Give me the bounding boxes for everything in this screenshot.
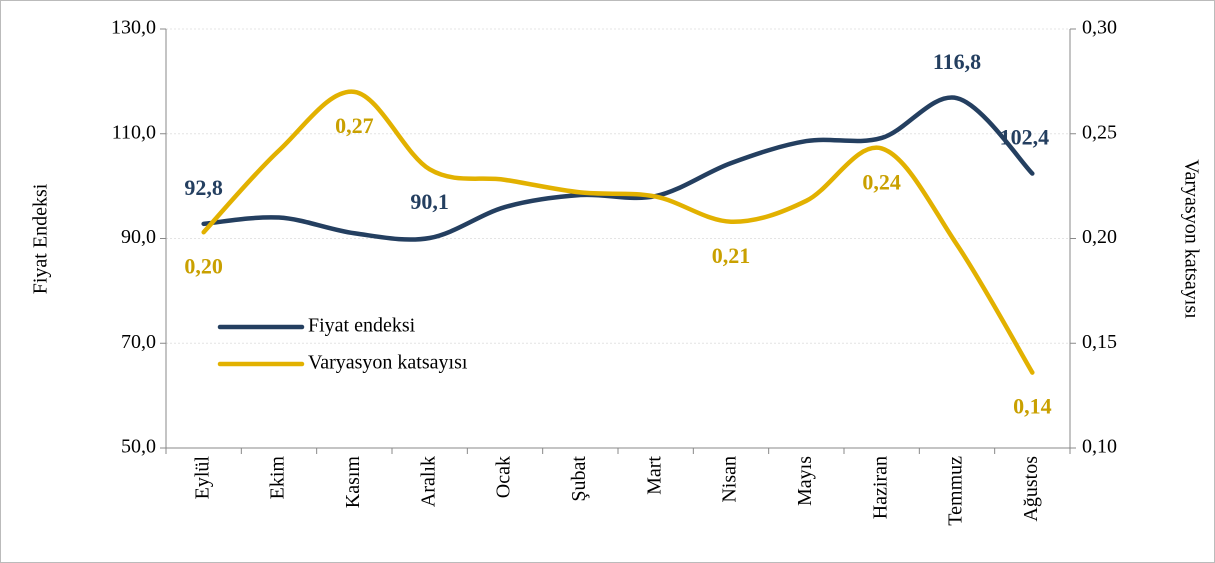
- y2-tick-label: 0,30: [1082, 17, 1117, 39]
- data-label: 0,21: [712, 243, 751, 268]
- y-tick-label: 70,0: [121, 331, 156, 353]
- data-label: 102,4: [1000, 125, 1050, 150]
- y2-tick-label: 0,15: [1082, 331, 1117, 353]
- line: [201, 95, 1035, 242]
- data-label: 0,14: [1013, 394, 1052, 419]
- data-label: 116,8: [933, 49, 981, 74]
- data-label: 0,27: [335, 113, 374, 138]
- x-tick-label: Şubat: [568, 456, 590, 502]
- x-tick-label: Temmuz: [945, 456, 967, 526]
- x-tick-label: Haziran: [869, 456, 891, 519]
- y2-tick-label: 0,25: [1082, 121, 1117, 143]
- line: [201, 89, 1035, 375]
- legend-label: Varyasyon katsayısı: [308, 352, 468, 374]
- data-label: 0,24: [862, 169, 901, 194]
- x-tick-label: Ekim: [267, 456, 289, 500]
- y-axis-title: Fiyat Endeksi: [30, 183, 52, 294]
- x-tick-label: Eylül: [191, 456, 213, 500]
- y2-tick-label: 0,20: [1082, 226, 1117, 248]
- x-tick-label: Ocak: [493, 456, 515, 498]
- x-tick-label: Mart: [643, 456, 665, 495]
- data-label: 0,20: [184, 253, 223, 278]
- x-tick-label: Mayıs: [794, 456, 816, 506]
- y-tick-label: 130,0: [111, 17, 156, 39]
- legend-label: Fiyat endeksi: [308, 315, 416, 337]
- data-label: 92,8: [184, 175, 223, 200]
- y2-tick-label: 0,10: [1082, 436, 1117, 458]
- y2-axis-title: Varyasyon katsayısı: [1180, 159, 1202, 319]
- x-tick-label: Nisan: [719, 456, 741, 503]
- y-tick-label: 50,0: [121, 436, 156, 458]
- y-tick-label: 90,0: [121, 226, 156, 248]
- y-tick-label: 110,0: [112, 121, 156, 143]
- x-tick-label: Ağustos: [1020, 456, 1042, 522]
- x-tick-label: Aralık: [417, 456, 439, 507]
- x-tick-label: Kasım: [342, 456, 364, 509]
- data-label: 90,1: [410, 189, 449, 214]
